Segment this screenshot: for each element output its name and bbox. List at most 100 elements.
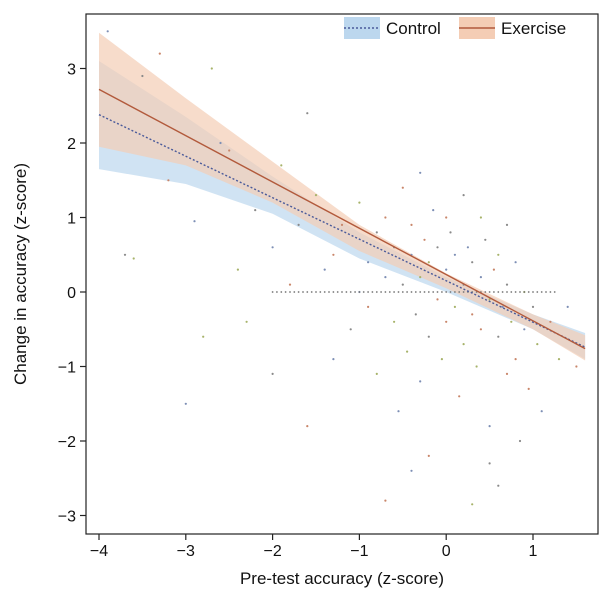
scatter-point: [340, 223, 344, 226]
y-axis: −3 −2 −1 0 1 2 3: [58, 62, 86, 526]
zero-point: [280, 291, 283, 293]
zero-point: [336, 291, 339, 293]
scatter-point: [280, 164, 283, 167]
y-tick-label: −2: [58, 434, 76, 451]
fit-line-control: [98, 114, 586, 348]
scatter-points: [106, 30, 578, 506]
zero-point: [462, 291, 465, 293]
zero-point: [297, 291, 300, 293]
zero-point: [497, 291, 500, 293]
zero-point: [436, 291, 439, 293]
scatter-point: [462, 343, 465, 346]
scatter-point: [453, 305, 456, 308]
scatter-point: [471, 261, 474, 264]
zero-point: [540, 291, 543, 293]
scatter-point: [497, 484, 500, 487]
scatter-point: [549, 320, 552, 323]
scatter-point: [440, 358, 443, 361]
scatter-point: [445, 216, 448, 219]
scatter-point: [557, 358, 561, 361]
scatter-point: [288, 283, 292, 286]
scatter-point: [367, 261, 370, 264]
scatter-point: [401, 283, 404, 286]
scatter-point: [410, 469, 413, 472]
scatter-point: [141, 74, 144, 78]
zero-point: [527, 291, 530, 293]
scatter-point: [306, 425, 309, 428]
x-axis-title: Pre-test accuracy (z-score): [240, 569, 444, 588]
scatter-point: [219, 141, 222, 145]
scatter-point: [531, 305, 535, 308]
zero-point: [349, 291, 352, 293]
scatter-point: [397, 410, 400, 413]
scatter-point: [492, 268, 495, 271]
zero-point: [362, 291, 365, 293]
zero-point: [306, 291, 309, 293]
scatter-point: [228, 149, 231, 152]
zero-point: [315, 291, 317, 293]
scatter-point: [106, 30, 109, 33]
scatter-point: [510, 320, 513, 323]
scatter-point: [384, 499, 387, 502]
x-tick-label: −2: [263, 543, 281, 560]
scatter-point: [471, 503, 474, 506]
zero-point: [384, 291, 387, 293]
scatter-point: [375, 231, 378, 234]
y-axis-title: Change in accuracy (z-score): [11, 163, 30, 385]
zero-point: [371, 291, 374, 293]
zero-point: [427, 291, 430, 293]
zero-point: [545, 291, 547, 293]
scatter-point: [471, 313, 474, 316]
x-tick-label: −4: [90, 543, 108, 560]
zero-point: [293, 291, 296, 293]
scatter-point: [523, 328, 526, 331]
scatter-point: [419, 276, 422, 279]
zero-point: [401, 291, 404, 293]
legend: Control Exercise: [344, 17, 566, 39]
zero-point: [406, 291, 408, 293]
zero-point: [414, 291, 417, 293]
x-tick-label: −1: [350, 543, 368, 560]
scatter-point: [462, 194, 465, 197]
y-tick-label: 1: [67, 211, 76, 228]
zero-point: [276, 291, 278, 293]
x-tick-label: 0: [442, 543, 451, 560]
zero-point: [332, 291, 335, 293]
x-axis: −4 −3 −2 −1 0 1: [90, 534, 538, 560]
scatter-point: [349, 328, 352, 331]
scatter-point: [323, 268, 326, 271]
zero-point: [423, 291, 426, 293]
zero-point: [310, 291, 313, 293]
zero-point: [432, 291, 435, 293]
zero-point: [519, 291, 521, 293]
scatter-point: [306, 112, 309, 115]
confidence-band-exercise: [99, 32, 586, 361]
scatter-point: [518, 439, 522, 443]
fit-lines: [98, 88, 586, 350]
scatter-point: [453, 253, 456, 256]
scatter-point: [271, 372, 274, 375]
zero-point: [367, 291, 369, 293]
scatter-point: [497, 335, 500, 338]
zero-point: [354, 291, 356, 293]
scatter-point: [484, 238, 487, 241]
zero-point: [284, 291, 287, 293]
zero-point: [488, 291, 491, 293]
zero-point: [532, 291, 534, 293]
zero-point: [536, 291, 539, 293]
scatter-point: [458, 395, 461, 398]
zero-point: [501, 291, 504, 293]
scatter-point: [358, 201, 361, 204]
scatter-point: [271, 246, 274, 249]
scatter-point: [245, 320, 248, 323]
x-tick-label: −3: [177, 543, 195, 560]
x-tick-label: 1: [529, 543, 538, 560]
y-tick-label: 3: [67, 62, 76, 79]
scatter-point: [193, 220, 196, 223]
scatter-point: [466, 246, 469, 249]
scatter-point: [514, 261, 517, 264]
scatter-point: [123, 253, 127, 256]
y-tick-label: 2: [67, 136, 76, 153]
scatter-point: [132, 257, 135, 260]
zero-point: [388, 291, 391, 293]
